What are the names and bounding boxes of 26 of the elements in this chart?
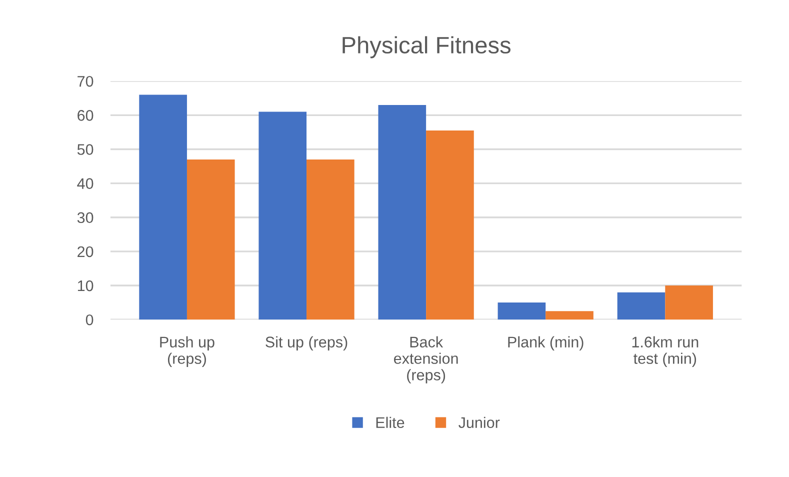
y-tick-label: 70 [78,76,94,87]
bar [546,311,594,320]
bar [306,159,354,320]
bar [426,130,474,320]
y-tick-label: 40 [77,178,94,189]
legend-label: Junior [458,416,500,428]
bar [617,292,666,320]
bar [498,302,546,320]
x-tick-label: Push up (reps) [160,336,214,367]
y-tick-label: 0 [86,314,94,326]
y-tick-label: 30 [77,212,94,224]
x-tick-label: Back extension (reps) [394,336,458,384]
y-tick-label: 60 [78,110,94,121]
bar [258,112,307,320]
legend-label: Elite [376,416,404,428]
bar [665,286,713,320]
bar [186,159,235,320]
y-tick-label: 20 [78,246,94,258]
x-tick-label: Plank (min) [508,336,584,350]
chart-title: Physical Fitness [342,36,510,58]
bar [139,94,187,320]
y-tick-label: 10 [78,280,94,292]
bar [378,104,426,320]
y-tick-label: 50 [77,144,94,155]
x-tick-label: 1.6km run test (min) [632,336,698,367]
x-tick-label: Sit up (reps) [266,336,348,350]
